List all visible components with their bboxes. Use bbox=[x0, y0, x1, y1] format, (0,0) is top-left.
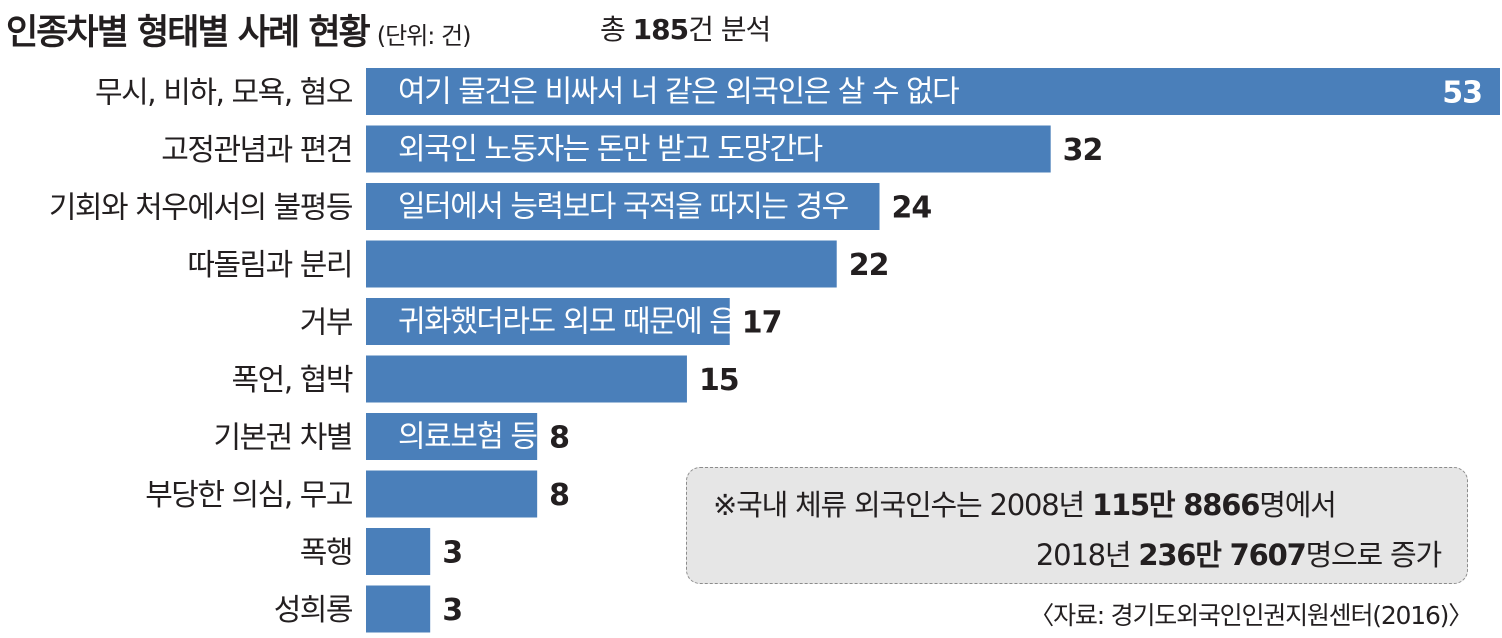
category-label: 기본권 차별 bbox=[213, 421, 352, 456]
value-label: 53 bbox=[1442, 76, 1482, 111]
category-label: 부당한 의심, 무고 bbox=[145, 478, 352, 513]
category-label: 거부 bbox=[300, 306, 353, 341]
bar bbox=[366, 240, 837, 288]
value-label: 24 bbox=[892, 191, 932, 226]
category-label: 성희롱 bbox=[274, 593, 353, 628]
note-line-2: 2018년 236만 7607명으로 증가 bbox=[1035, 532, 1443, 574]
bar bbox=[366, 528, 431, 575]
note-box: ※국내 체류 외국인수는 2008년 115만 8866명에서 2018년 23… bbox=[686, 467, 1468, 584]
value-label: 3 bbox=[442, 593, 462, 628]
category-label: 무시, 비하, 모욕, 혐오 bbox=[95, 76, 353, 111]
note-line-1: ※국내 체류 외국인수는 2008년 115만 8866명에서 bbox=[713, 482, 1337, 524]
bar bbox=[366, 355, 687, 403]
value-label: 3 bbox=[442, 536, 462, 571]
note-line-1-value: 115만 8866 bbox=[1091, 488, 1260, 522]
bar bbox=[366, 68, 1500, 115]
source-note: 〈자료: 경기도외국인인권지원센터(2016)〉 bbox=[1029, 601, 1473, 630]
bar bbox=[366, 298, 730, 345]
bar bbox=[366, 183, 880, 230]
value-label: 8 bbox=[549, 478, 569, 513]
note-line-2-value: 236만 7607 bbox=[1138, 538, 1306, 572]
bar-example-label: 귀화했더라도 외모 때문에 은행 대출을 받지 못하는 경우 bbox=[398, 305, 1055, 340]
category-label: 폭행 bbox=[300, 536, 352, 571]
total-prefix: 총 bbox=[600, 13, 633, 46]
category-label: 폭언, 협박 bbox=[232, 363, 353, 398]
bar-example-label: 여기 물건은 비싸서 너 같은 외국인은 살 수 없다 bbox=[398, 75, 959, 110]
bar-example-label: 일터에서 능력보다 국적을 따지는 경우 bbox=[398, 190, 849, 225]
category-label: 따돌림과 분리 bbox=[187, 248, 352, 283]
value-label: 8 bbox=[549, 421, 569, 456]
bar bbox=[366, 470, 538, 518]
chart-header: 인종차별 형태별 사례 현황 (단위: 건) bbox=[6, 4, 472, 53]
bar-example-label: 의료보험 등 bbox=[398, 420, 537, 455]
note-line-2-suffix: 명으로 증가 bbox=[1305, 538, 1443, 572]
note-line-1-suffix: 명에서 bbox=[1259, 488, 1337, 522]
value-label: 32 bbox=[1063, 133, 1103, 168]
note-line-1-prefix: ※국내 체류 외국인수는 2008년 bbox=[713, 488, 1092, 522]
bar bbox=[366, 125, 1051, 173]
bar bbox=[366, 413, 538, 460]
category-label: 고정관념과 편견 bbox=[161, 133, 352, 168]
unit-label: (단위: 건) bbox=[376, 22, 472, 50]
value-label: 17 bbox=[742, 306, 782, 341]
value-label: 22 bbox=[849, 248, 889, 283]
category-label: 기회와 처우에서의 불평등 bbox=[49, 191, 353, 226]
note-line-2-prefix: 2018년 bbox=[1035, 538, 1139, 572]
value-label: 15 bbox=[699, 363, 739, 398]
total-value: 185 bbox=[632, 13, 689, 46]
bar bbox=[366, 585, 431, 633]
total-count: 총 185건 분석 bbox=[600, 8, 771, 48]
bar-example-label: 외국인 노동자는 돈만 받고 도망간다 bbox=[398, 132, 823, 167]
chart-title: 인종차별 형태별 사례 현황 bbox=[6, 13, 371, 53]
total-suffix: 건 분석 bbox=[688, 13, 771, 46]
